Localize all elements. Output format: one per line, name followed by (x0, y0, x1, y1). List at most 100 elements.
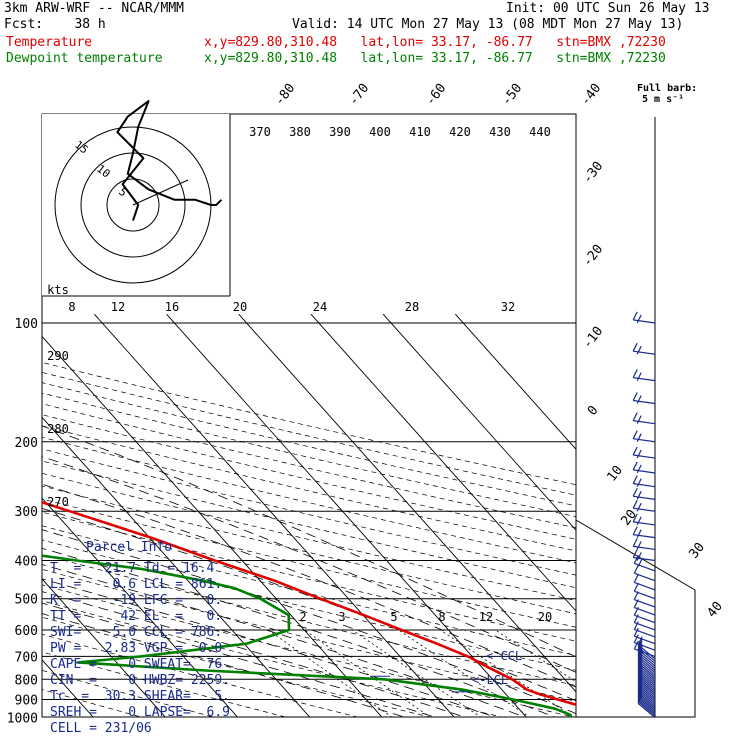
theta-side-label: 290 (47, 349, 69, 363)
pressure-tick-label: 100 (15, 317, 38, 332)
dry-adiabat (42, 472, 576, 601)
wind-barb (633, 621, 656, 638)
wind-barb-flag (633, 621, 639, 630)
dewpoint-trace (42, 554, 572, 717)
isotherm-label: -10 (580, 324, 606, 352)
pressure-tick-label: 700 (15, 650, 38, 665)
wind-barb-flag (636, 345, 642, 355)
mixing-ratio-label: 5 (390, 610, 397, 624)
dry-adiabat (42, 600, 504, 717)
parcel-row: PW = 2.83 VGP = 0.0 (50, 641, 223, 656)
pressure-tick-label: 200 (15, 436, 38, 451)
wind-barb-staff (637, 653, 656, 669)
wind-barb-flag (636, 552, 642, 561)
legend-temperature-label: Temperature (6, 35, 93, 50)
isotherm-label: 40 (705, 599, 726, 621)
dry-adiabat (42, 382, 576, 507)
theta-label: 400 (369, 125, 391, 139)
parcel-row: CELL = 231/06 (50, 721, 152, 736)
wind-barb-flag (636, 529, 642, 538)
wind-barb-staff (634, 614, 656, 624)
wind-barb-staff (633, 399, 656, 405)
wind-barb-staff (634, 572, 656, 582)
wind-barb (633, 582, 656, 600)
theta-label: 430 (489, 125, 511, 139)
wind-barb-flag (636, 372, 642, 381)
isotherm-label: 20 (619, 507, 640, 529)
wind-barb-flag (633, 582, 639, 592)
wind-barb-flag (636, 415, 642, 424)
isotherm-line (310, 313, 576, 612)
wind-barb-staff (634, 590, 656, 600)
wind-barb-staff (633, 454, 656, 459)
dry-adiabat (42, 569, 576, 702)
dry-adiabat (42, 584, 576, 717)
wind-barb-flag (632, 311, 638, 321)
wind-scale-label: 12 (111, 300, 125, 314)
wind-barb-staff (637, 666, 656, 682)
wind-barb-flag (636, 478, 642, 487)
dry-adiabat (42, 511, 576, 642)
wind-barb-staff (637, 684, 656, 700)
wind-barb-flag (633, 634, 639, 643)
isotherm-line (382, 313, 576, 531)
wind-barb-flag (637, 558, 643, 567)
moist-adiabat (42, 602, 436, 717)
legend-dewpoint-info: x,y=829.80,310.48 lat,lon= 33.17, -86.77… (204, 51, 666, 66)
wind-barb-flag (632, 412, 638, 421)
wind-barb-staff (637, 692, 656, 708)
wind-barb-staff (634, 621, 656, 631)
pressure-tick-label: 800 (15, 673, 38, 688)
wind-barb (632, 538, 656, 551)
wind-barb (632, 475, 656, 488)
wind-barb (632, 549, 656, 562)
wind-barb (633, 634, 656, 651)
isotherm-label: -40 (578, 81, 604, 109)
wind-barb-staff (637, 699, 656, 715)
isotherm-label: 10 (605, 463, 626, 485)
wind-barb-staff (637, 662, 656, 678)
wind-barb (633, 574, 656, 591)
forecast-hour: Fcst: 38 h (4, 17, 106, 32)
wind-scale-label: 32 (501, 300, 515, 314)
sounding-traces (42, 500, 576, 717)
wind-barb-staff (637, 695, 656, 711)
wind-scale-label: 16 (165, 300, 179, 314)
parcel-row: TT = 42 EL = 0. (50, 609, 223, 624)
wind-barb-flag (636, 449, 642, 459)
wind-barb-flag (636, 464, 642, 474)
wind-barb (632, 526, 656, 539)
wind-barb-flag (636, 502, 642, 512)
moist-adiabat (42, 564, 526, 717)
hodograph-ring-label: 15 (72, 138, 90, 156)
parcel-row: SWI= 5.0 CCL = 786. (50, 625, 223, 640)
wind-barb-staff (637, 655, 656, 671)
theta-side-label: 280 (47, 422, 69, 436)
wind-scale-label: 24 (313, 300, 327, 314)
wind-barb-staff (637, 644, 656, 660)
wind-barb-staff (633, 483, 656, 488)
parcel-info-title: Parcel Info (86, 540, 173, 555)
parcel-row: LI = 0.6 LCL = 861. (50, 577, 223, 592)
wind-barb-staff (634, 648, 656, 657)
wind-barb-staff (633, 534, 656, 539)
wind-barb-staff (637, 701, 656, 717)
isotherm-label: -60 (423, 81, 449, 109)
wind-barb (632, 461, 656, 474)
pressure-tick-label: 400 (15, 555, 38, 570)
pressure-tick-label: 600 (15, 624, 38, 639)
wind-barb-staff (637, 694, 656, 710)
wind-barb-flag (632, 342, 638, 352)
wind-barb-flag (636, 541, 642, 550)
wind-barb-staff (637, 675, 656, 691)
mixing-ratio-label: 2 (299, 610, 306, 624)
wind-barb-staff (634, 606, 656, 616)
isotherm-line (42, 578, 166, 717)
mixing-ratio-label: 20 (538, 610, 552, 624)
wind-barb (632, 342, 656, 355)
wind-barb-staff (637, 690, 656, 706)
isotherm-line (42, 497, 239, 717)
wind-barb-flag (633, 627, 639, 637)
wind-barb (632, 488, 656, 500)
